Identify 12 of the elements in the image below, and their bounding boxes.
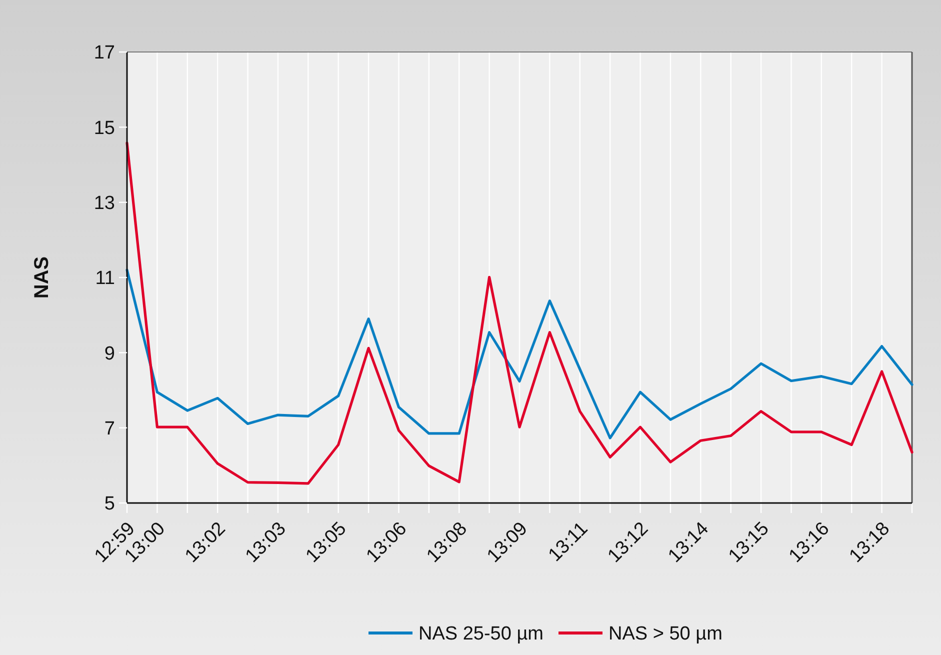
- y-tick-label: 11: [95, 268, 115, 290]
- line-series: [126, 142, 914, 485]
- y-axis-title: NAS: [31, 256, 53, 299]
- y-tick-label: 7: [104, 418, 115, 440]
- legend-label: NAS > 50 µm: [608, 624, 722, 645]
- legend-label: NAS 25-50 µm: [418, 624, 544, 645]
- y-tick-label: 9: [104, 343, 115, 364]
- y-tick-label: 15: [94, 118, 115, 139]
- y-tick-label: 17: [94, 42, 115, 64]
- line-series: [126, 268, 914, 440]
- y-tick-label: 13: [94, 192, 115, 214]
- y-tick-label: 5: [104, 494, 115, 515]
